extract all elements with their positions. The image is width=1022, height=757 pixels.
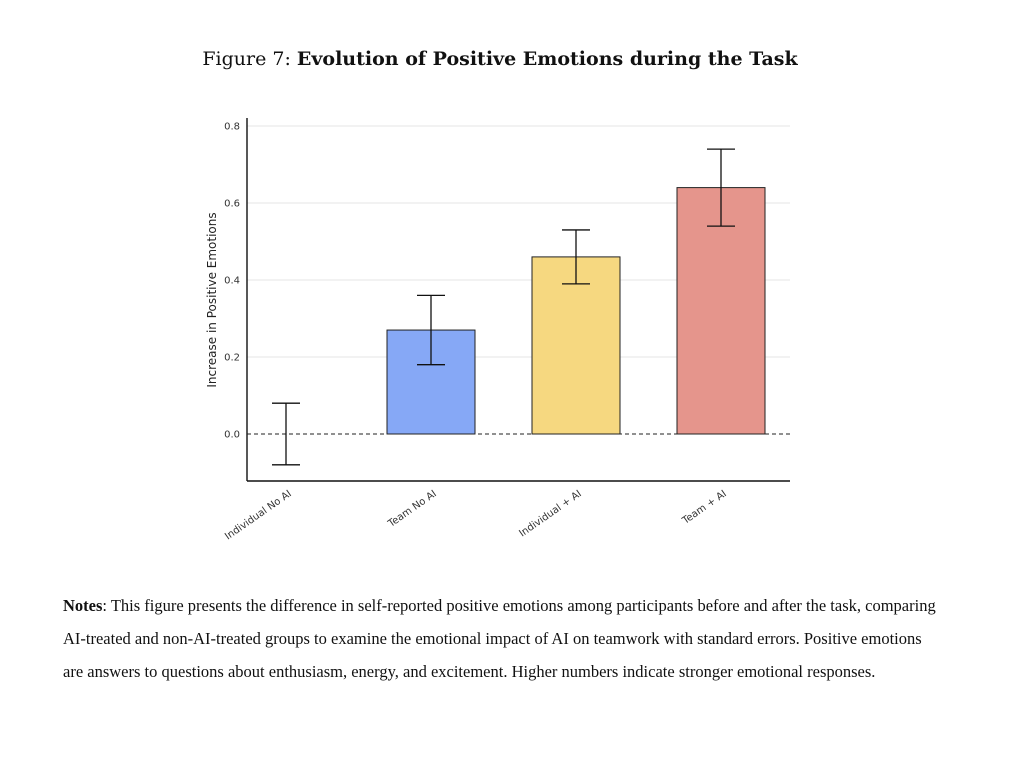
y-tick-label: 0.2 <box>224 353 240 364</box>
x-tick-label: Team + AI <box>680 488 729 527</box>
y-tick-label: 0.0 <box>224 430 240 441</box>
x-tick-label: Individual + AI <box>517 488 583 539</box>
x-tick-label: Team No AI <box>386 488 439 530</box>
figure-label: Figure 7: <box>202 48 291 70</box>
y-tick-label: 0.4 <box>224 276 240 287</box>
y-tick-label: 0.6 <box>224 199 240 210</box>
x-tick-label: Individual No AI <box>223 488 294 542</box>
notes-label: Notes <box>63 596 103 615</box>
figure-notes: Notes: This figure presents the differen… <box>63 589 943 688</box>
y-tick-label: 0.8 <box>224 122 240 133</box>
bar-chart: 0.0 0.2 0.4 0.6 0.8 Increase in Positive Emot… <box>205 118 790 542</box>
y-axis-label: Increase in Positive Emotions <box>205 212 219 387</box>
figure-title-text: Evolution of Positive Emotions during th… <box>296 48 798 70</box>
notes-text: : This figure presents the difference in… <box>63 596 936 681</box>
figure-title: Figure 7: Evolution of Positive Emotions… <box>0 48 1000 70</box>
